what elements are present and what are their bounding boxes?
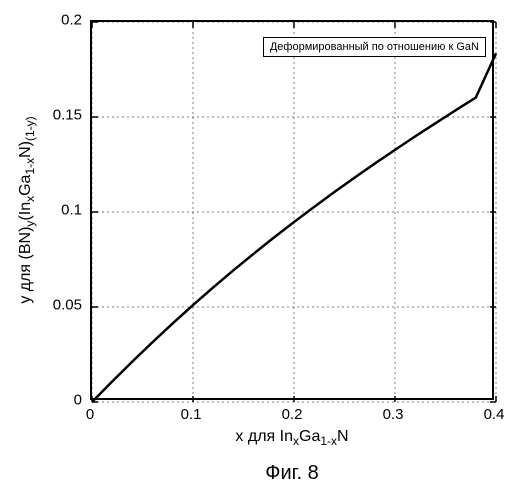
y-axis-label: y для (BN)y(InxGa1-xN)(1-y) xyxy=(17,116,35,303)
x-tick-label: 0 xyxy=(86,406,94,423)
legend: Деформированный по отношению к GaN xyxy=(263,37,486,57)
y-tick-label: 0.2 xyxy=(61,12,82,29)
figure-caption: Фиг. 8 xyxy=(265,462,318,485)
x-tick-label: 0.3 xyxy=(383,406,404,423)
plot-frame: Деформированный по отношению к GaN xyxy=(90,20,494,400)
y-tick-label: 0.05 xyxy=(53,297,82,314)
x-tick-label: 0.2 xyxy=(282,406,303,423)
x-tick-label: 0.4 xyxy=(484,406,505,423)
tick-marks xyxy=(92,22,496,402)
figure-container: Деформированный по отношению к GaN 0 0.1 0… xyxy=(0,0,531,500)
y-tick-label: 0 xyxy=(74,392,82,409)
y-tick-label: 0.15 xyxy=(53,107,82,124)
x-axis-label: x для InxGa1-xN xyxy=(235,428,348,446)
x-tick-label: 0.1 xyxy=(181,406,202,423)
legend-text: Деформированный по отношению к GaN xyxy=(270,41,479,53)
y-tick-label: 0.1 xyxy=(61,202,82,219)
